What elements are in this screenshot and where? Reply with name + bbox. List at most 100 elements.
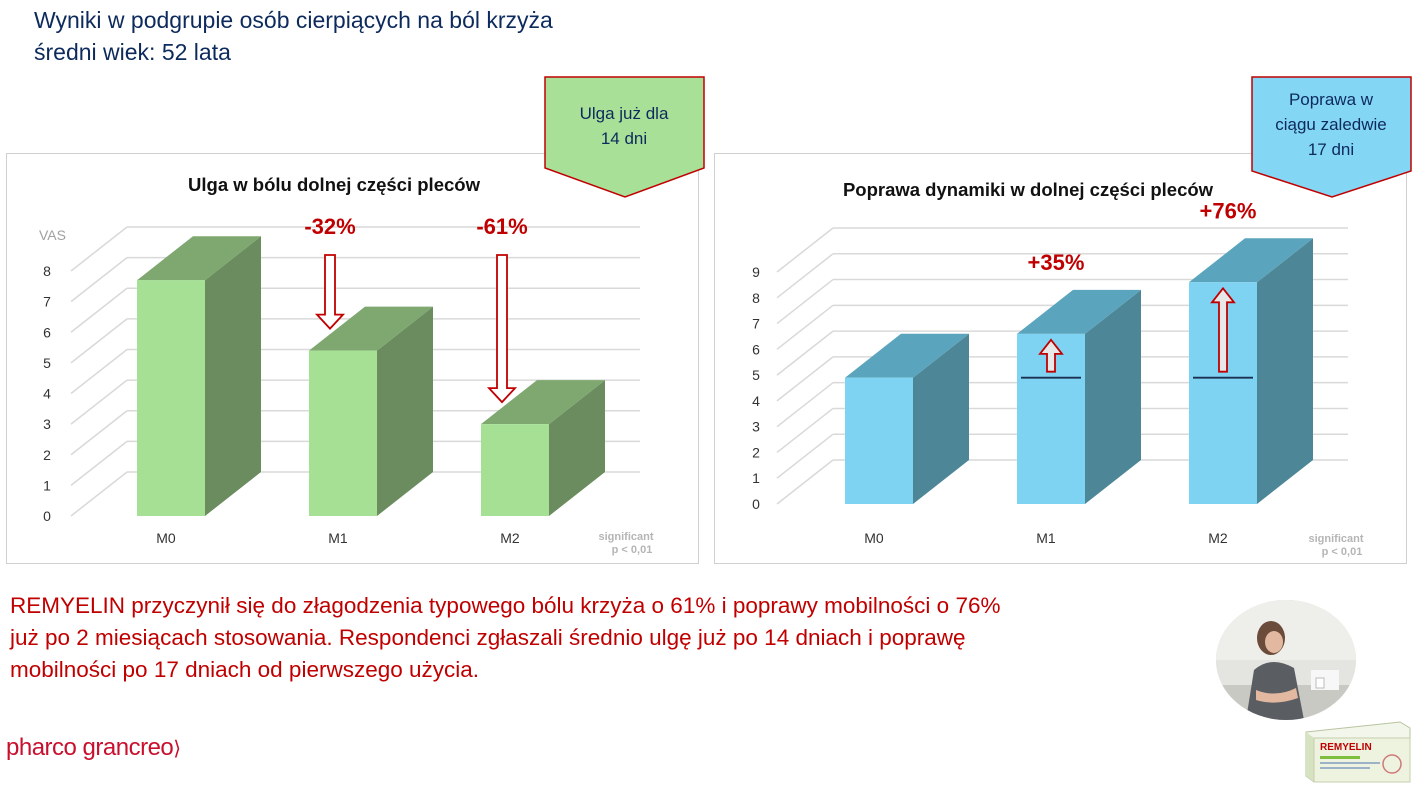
bar-top [137, 236, 261, 281]
page-subtitle: średni wiek: 52 lata [34, 39, 231, 65]
summary-line-3: mobilności po 17 dniach od pierwszego uż… [10, 657, 480, 682]
y-tick-label: 3 [43, 416, 51, 432]
category-label: M0 [156, 530, 176, 546]
product-package-illustration: REMYELIN [1305, 721, 1411, 783]
mobility-chart-svg: Poprawa dynamiki w dolnej części pleców 0… [752, 179, 1364, 558]
page-title: Wyniki w podgrupie osób cierpiących na b… [34, 7, 553, 33]
y-tick-label: 2 [43, 447, 51, 463]
gridline-depth [776, 304, 834, 350]
category-label: M2 [500, 530, 520, 546]
y-tick-label: 1 [43, 477, 51, 493]
change-arrow [1038, 338, 1064, 373]
category-label: M2 [1208, 530, 1228, 546]
y-tick-label: 5 [752, 367, 760, 383]
y-tick-label: 5 [43, 355, 51, 371]
gridline-depth [70, 379, 128, 425]
significance-label: significant [598, 531, 653, 543]
bar [845, 377, 913, 504]
bar-side [1085, 289, 1141, 504]
y-tick-label: 0 [752, 496, 760, 512]
change-label: +35% [1028, 250, 1085, 275]
improvement-callout-line-2: ciągu zaledwie [1275, 115, 1387, 134]
category-label: M1 [328, 530, 348, 546]
y-tick-label: 9 [752, 264, 760, 280]
page-title-block: Wyniki w podgrupie osób cierpiących na b… [34, 4, 553, 68]
y-tick-label: 0 [43, 508, 51, 524]
gridline-depth [70, 348, 128, 395]
significance-pvalue: p < 0,01 [1322, 546, 1363, 558]
y-axis-label: VAS [39, 227, 66, 243]
bar-top [481, 380, 605, 425]
change-label: -61% [476, 214, 527, 239]
gridline-depth [70, 410, 128, 456]
pain-relief-chart-svg: Ulga w bólu dolnej części pleców 0 1 2 3 4 5 6 7… [39, 174, 654, 556]
chart-title: Poprawa dynamiki w dolnej części pleców [843, 179, 1214, 200]
bar-top [309, 306, 433, 351]
summary-line-2: już po 2 miesiącach stosowania. Responde… [10, 625, 966, 650]
relief-callout-line-2: 14 dni [601, 129, 647, 148]
bar-side [1257, 238, 1313, 505]
summary-line-1: REMYELIN przyczynił się do złagodzenia t… [10, 593, 1001, 618]
improvement-callout-shape [1251, 76, 1412, 198]
improvement-callout: Poprawa w ciągu zaledwie 17 dni [1251, 76, 1412, 198]
chart-title: Ulga w bólu dolnej części pleców [188, 174, 481, 195]
company-logo: pharco grancreo⟩ [6, 734, 181, 762]
gridline-depth [776, 253, 834, 299]
bar-side [377, 306, 433, 516]
back-pain-photo-illustration [1216, 600, 1356, 720]
back-pain-photo [1216, 600, 1356, 720]
summary-text: REMYELIN przyczynił się do złagodzenia t… [10, 590, 1190, 686]
change-arrow [1210, 286, 1236, 373]
gridline-depth [776, 407, 834, 454]
bar-side [549, 380, 605, 516]
bar-side [913, 333, 969, 504]
y-tick-label: 8 [43, 263, 51, 279]
pain-relief-chart: Ulga w bólu dolnej części pleców 0 1 2 3 4 5 6 7… [6, 153, 699, 564]
company-logo-text: pharco grancreo [6, 734, 174, 761]
gridline-depth [70, 287, 128, 333]
y-tick-label: 6 [43, 324, 51, 340]
category-label: M0 [864, 530, 884, 546]
bar-top [1189, 238, 1313, 283]
improvement-callout-line-3: 17 dni [1308, 140, 1354, 159]
category-label: M1 [1036, 530, 1056, 546]
gridline-depth [776, 227, 834, 273]
y-tick-label: 4 [752, 393, 760, 409]
change-arrow [314, 254, 346, 330]
gridline-depth [776, 382, 834, 428]
logo-swirl-icon: ⟩ [173, 738, 181, 760]
gridline-depth [70, 471, 128, 517]
significance-pvalue: p < 0,01 [612, 544, 653, 556]
y-tick-label: 8 [752, 290, 760, 306]
significance-label: significant [1308, 533, 1363, 545]
bar-top [1017, 289, 1141, 334]
relief-callout-line-1: Ulga już dla [580, 104, 669, 123]
relief-callout-shape [544, 76, 705, 198]
gridline-depth [70, 440, 128, 486]
bar [137, 280, 205, 516]
gridline-depth [776, 433, 834, 479]
relief-callout: Ulga już dla 14 dni [544, 76, 705, 198]
gridline-depth [776, 278, 834, 325]
bar [481, 424, 549, 516]
product-package: REMYELIN [1300, 718, 1412, 784]
bar-side [205, 236, 261, 516]
bar [309, 350, 377, 516]
gridline-depth [776, 330, 834, 376]
gridline-depth [776, 459, 834, 505]
y-tick-label: 1 [752, 470, 760, 486]
y-tick-label: 2 [752, 444, 760, 460]
y-tick-label: 4 [43, 386, 51, 402]
change-arrow [486, 254, 518, 404]
mobility-chart: Poprawa dynamiki w dolnej części pleców 0… [714, 153, 1407, 564]
y-tick-label: 6 [752, 341, 760, 357]
gridline-depth [776, 356, 834, 402]
bar-top [845, 333, 969, 378]
gridline-depth [70, 318, 128, 364]
change-label: +76% [1200, 198, 1257, 223]
y-tick-label: 7 [43, 294, 51, 310]
change-label: -32% [304, 214, 355, 239]
gridline-depth [70, 226, 128, 272]
y-tick-label: 3 [752, 419, 760, 435]
y-tick-label: 7 [752, 316, 760, 332]
